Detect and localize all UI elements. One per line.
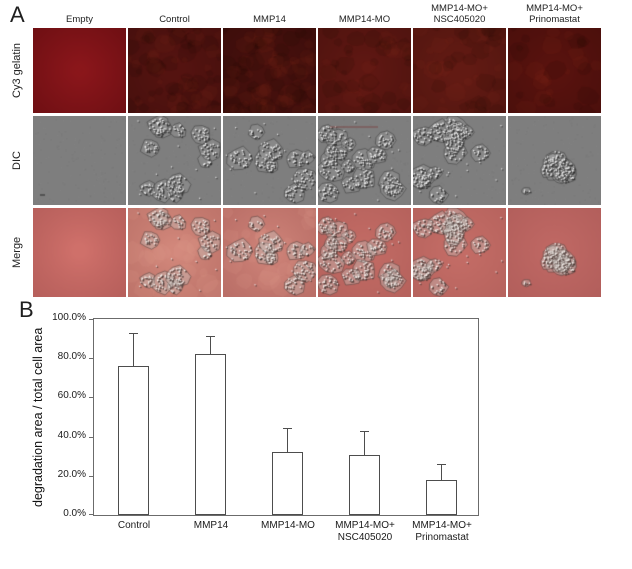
micrograph-merge-control bbox=[128, 208, 221, 297]
error-bar-cap-mmp14-mo bbox=[283, 427, 292, 429]
error-bar-mmp14-mo-nsc405020 bbox=[364, 431, 365, 456]
y-tick-label-0: 0.0% bbox=[63, 508, 86, 519]
column-header-mmp14-mo: MMP14-MO bbox=[318, 0, 411, 27]
column-header-label: Control bbox=[159, 13, 190, 25]
micrograph-dic-control bbox=[128, 116, 221, 205]
micrograph-dic-mmp14 bbox=[223, 116, 316, 205]
x-tick-label-control: Control bbox=[89, 520, 179, 532]
y-tick-label-80: 80.0% bbox=[57, 351, 86, 362]
micrograph-cy3-mmp14 bbox=[223, 28, 316, 113]
error-bar-mmp14-mo bbox=[287, 428, 288, 453]
column-header-mmp14-mo-nsc405020: MMP14-MO+ NSC405020 bbox=[413, 0, 506, 27]
x-tick-label-line: MMP14-MO+ bbox=[412, 520, 472, 531]
column-header-label: Empty bbox=[66, 13, 93, 25]
micrograph-dic-mmp14-mo bbox=[318, 116, 411, 205]
column-header-mmp14: MMP14 bbox=[223, 0, 316, 27]
plot-area bbox=[89, 318, 479, 516]
micrograph-cy3-mmp14-mo-nsc405020 bbox=[413, 28, 506, 113]
row-label-dic: DIC bbox=[11, 151, 23, 170]
y-tick-mark bbox=[89, 319, 93, 320]
y-tick-mark bbox=[89, 358, 93, 359]
x-tick-label-mmp14-mo: MMP14-MO bbox=[243, 520, 333, 532]
column-header-label: MMP14 bbox=[253, 13, 286, 25]
y-tick-mark bbox=[89, 437, 93, 438]
micrograph-merge-mmp14 bbox=[223, 208, 316, 297]
y-tick-label-40: 40.0% bbox=[57, 430, 86, 441]
x-tick-label-mmp14-mo-prinomastat: MMP14-MO+ Prinomastat bbox=[397, 520, 487, 544]
column-header-label: NSC405020 bbox=[433, 13, 486, 25]
x-tick-label-line: MMP14 bbox=[193, 520, 229, 531]
error-bar-mmp14-mo-prinomastat bbox=[441, 465, 442, 480]
y-axis-title: degradation area / total cell area bbox=[31, 327, 45, 507]
column-header-mmp14-mo-prinomastat: MMP14-MO+ Prinomastat bbox=[508, 0, 601, 27]
bar-mmp14-mo-prinomastat bbox=[426, 479, 457, 515]
error-bar-cap-mmp14 bbox=[206, 335, 215, 337]
column-headers: Empty Control MMP14 MMP14-MO MMP14-MO+ NS… bbox=[33, 0, 601, 27]
micrograph-cy3-empty bbox=[33, 28, 126, 113]
x-tick-label-line: NSC405020 bbox=[337, 532, 393, 543]
column-header-control: Control bbox=[128, 0, 221, 27]
column-header-label: MMP14-MO+ bbox=[431, 2, 488, 14]
error-bar-mmp14 bbox=[210, 336, 211, 355]
micrograph-merge-empty bbox=[33, 208, 126, 297]
y-tick-label-100: 100.0% bbox=[52, 312, 86, 323]
panel-b-label: B bbox=[19, 297, 34, 322]
panel-a-label: A bbox=[10, 2, 25, 27]
y-tick-mark bbox=[89, 476, 93, 477]
row-label-merge: Merge bbox=[11, 236, 23, 269]
bar-control bbox=[118, 366, 149, 515]
micrograph-merge-mmp14-mo-prinomastat bbox=[508, 208, 601, 297]
micrograph-cy3-control bbox=[128, 28, 221, 113]
y-tick-label-20: 20.0% bbox=[57, 469, 86, 480]
micrograph-dic-mmp14-mo-nsc405020 bbox=[413, 116, 506, 205]
micrograph-cy3-mmp14-mo bbox=[318, 28, 411, 113]
x-tick-label-line: Control bbox=[117, 520, 151, 531]
bar-mmp14 bbox=[195, 354, 226, 515]
column-header-empty: Empty bbox=[33, 0, 126, 27]
x-tick-label-line: Prinomastat bbox=[415, 532, 469, 543]
y-tick-mark bbox=[89, 514, 93, 515]
x-tick-label-line: MMP14-MO+ bbox=[335, 520, 395, 531]
y-tick-label-60: 60.0% bbox=[57, 390, 86, 401]
error-bar-cap-mmp14-mo-prinomastat bbox=[437, 464, 446, 466]
error-bar-cap-mmp14-mo-nsc405020 bbox=[360, 430, 369, 432]
micrograph-grid bbox=[33, 28, 601, 297]
column-header-label: MMP14-MO+ bbox=[526, 2, 583, 14]
column-header-label: MMP14-MO bbox=[338, 13, 391, 25]
bar-mmp14-mo bbox=[272, 452, 303, 515]
x-tick-label-mmp14-mo-nsc405020: MMP14-MO+ NSC405020 bbox=[320, 520, 410, 544]
row-label-cy3-gelatin: Cy3 gelatin bbox=[11, 42, 23, 99]
error-bar-cap-control bbox=[129, 332, 138, 334]
y-tick-mark bbox=[89, 397, 93, 398]
error-bar-control bbox=[133, 333, 134, 367]
micrograph-merge-mmp14-mo-nsc405020 bbox=[413, 208, 506, 297]
column-header-label: Prinomastat bbox=[529, 13, 580, 25]
x-tick-label-mmp14: MMP14 bbox=[166, 520, 256, 532]
micrograph-dic-empty bbox=[33, 116, 126, 205]
micrograph-cy3-mmp14-mo-prinomastat bbox=[508, 28, 601, 113]
micrograph-merge-mmp14-mo bbox=[318, 208, 411, 297]
bar-mmp14-mo-nsc405020 bbox=[349, 455, 380, 515]
x-tick-label-line: MMP14-MO bbox=[261, 520, 315, 531]
micrograph-dic-mmp14-mo-prinomastat bbox=[508, 116, 601, 205]
